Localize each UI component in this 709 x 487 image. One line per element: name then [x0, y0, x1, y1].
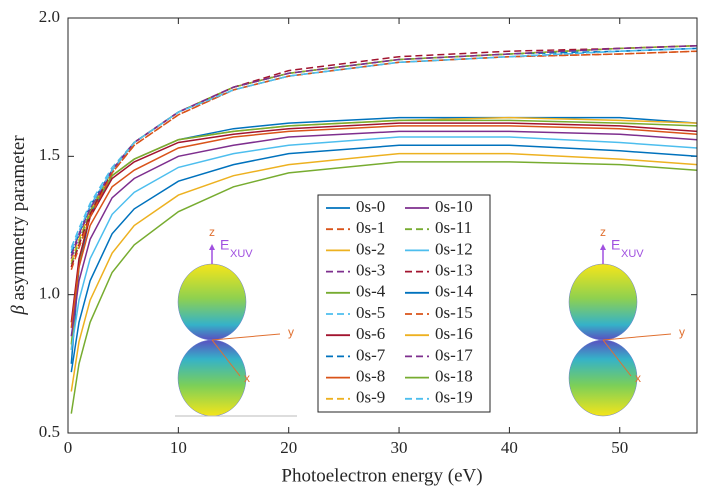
field-label: E — [220, 237, 229, 253]
series-line — [70, 161, 698, 414]
x-tick-label: 50 — [611, 438, 628, 457]
plot-frame — [67, 17, 698, 434]
legend-label: 0s-7 — [356, 345, 386, 364]
axis-letter: y — [679, 325, 685, 339]
axis-letter: y — [288, 325, 294, 339]
legend-label: 0s-12 — [435, 239, 473, 258]
arrow-head — [209, 244, 215, 250]
legend-label: 0s-16 — [435, 324, 473, 343]
x-tick-label: 40 — [501, 438, 518, 457]
field-subscript: XUV — [621, 248, 644, 260]
y-tick-label: 1.0 — [39, 284, 60, 303]
series-line — [70, 44, 698, 257]
legend-label: 0s-8 — [356, 367, 385, 386]
y-axis-label: β asymmetry parameter — [8, 135, 29, 316]
orbital-lobe — [568, 339, 638, 417]
series-line — [70, 136, 698, 351]
x-tick-label: 0 — [64, 438, 73, 457]
field-label: E — [611, 237, 620, 253]
legend-label: 0s-14 — [435, 282, 473, 301]
axis-letter: x — [244, 371, 250, 385]
x-tick-label: 20 — [280, 438, 297, 457]
legend-label: 0s-1 — [356, 218, 385, 237]
legend-box — [317, 194, 491, 413]
field-subscript: XUV — [230, 248, 253, 260]
legend-label: 0s-10 — [435, 197, 473, 216]
legend-label: 0s-19 — [435, 388, 473, 407]
orbital-lobe — [177, 339, 247, 417]
legend-label: 0s-18 — [435, 367, 473, 386]
y-axis-symbol: β — [8, 305, 29, 316]
legend-label: 0s-11 — [435, 218, 472, 237]
x-axis-label: Photoelectron energy (eV) — [281, 465, 482, 486]
orbital-lobe — [177, 263, 247, 341]
x-axis-line — [211, 339, 241, 377]
axis-letter: z — [600, 225, 606, 239]
x-axis-line — [602, 339, 632, 377]
arrow-head — [600, 244, 606, 250]
legend-label: 0s-2 — [356, 239, 385, 258]
y-axis-line — [602, 333, 672, 341]
legend-label: 0s-4 — [356, 282, 386, 301]
x-tick-label: 10 — [170, 438, 187, 457]
y-axis-text: asymmetry parameter — [8, 135, 29, 301]
y-tick-label: 1.5 — [39, 145, 60, 164]
series-line — [70, 144, 698, 373]
series-line — [70, 50, 698, 271]
series-line — [70, 152, 698, 392]
series-line — [70, 125, 698, 328]
y-tick-label: 0.5 — [39, 422, 60, 441]
y-axis-line — [211, 333, 281, 341]
legend-label: 0s-6 — [356, 324, 385, 343]
legend-label: 0s-3 — [356, 261, 385, 280]
series-line — [70, 47, 698, 251]
orbital-lobe — [568, 263, 638, 341]
legend-label: 0s-13 — [435, 261, 473, 280]
legend-label: 0s-5 — [356, 303, 385, 322]
axis-letter: z — [209, 225, 215, 239]
legend-label: 0s-9 — [356, 388, 385, 407]
y-tick-label: 2.0 — [39, 7, 60, 26]
legend-label: 0s-0 — [356, 197, 385, 216]
axis-letter: x — [635, 371, 641, 385]
legend-label: 0s-15 — [435, 303, 473, 322]
series-line — [70, 130, 698, 337]
legend-label: 0s-17 — [435, 345, 473, 364]
x-tick-label: 30 — [391, 438, 408, 457]
